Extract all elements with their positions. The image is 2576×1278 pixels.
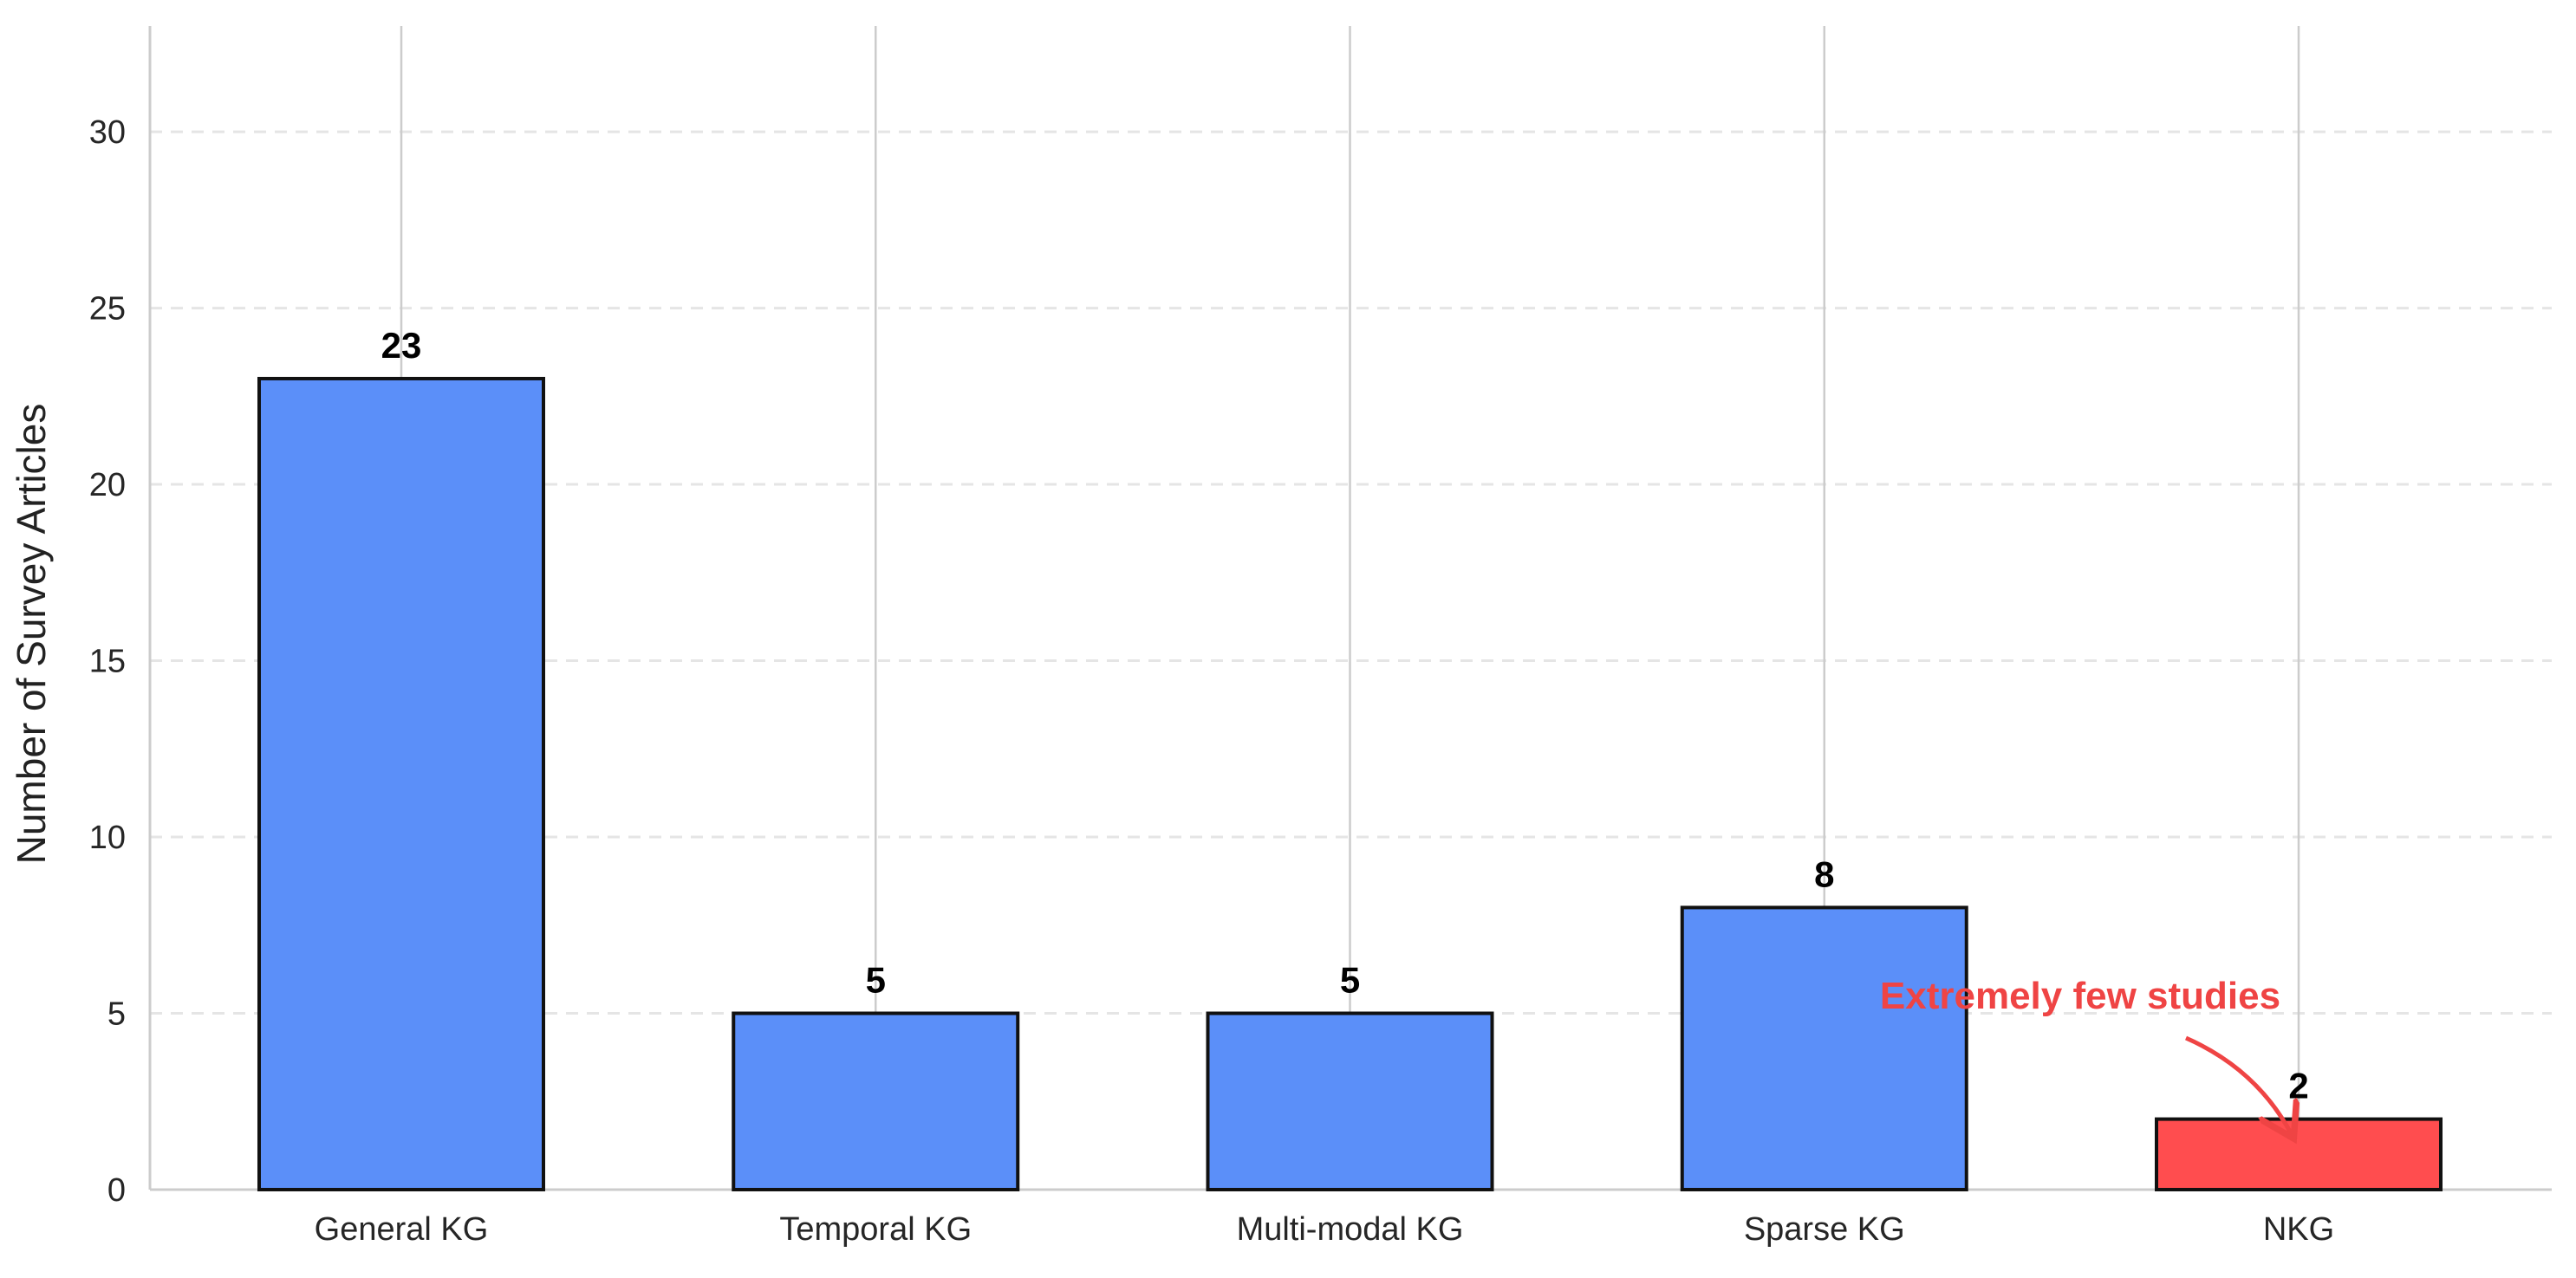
data-label: 2 (2288, 1066, 2308, 1106)
x-tick-label: General KG (315, 1211, 489, 1248)
y-tick-label: 0 (107, 1172, 126, 1209)
annotation-layer: Extremely few studies (1880, 975, 2292, 1135)
data-label: 5 (866, 960, 886, 1001)
y-tick-label: 30 (89, 114, 126, 151)
annotation-arrow (2184, 1035, 2292, 1135)
bar-multi-modal-kg (1206, 1011, 1494, 1191)
y-tick-label: 20 (89, 467, 126, 503)
x-tick-label: Temporal KG (779, 1211, 972, 1248)
bar-general-kg (257, 376, 545, 1191)
x-tick-label: Multi-modal KG (1237, 1211, 1464, 1248)
data-label: 8 (1814, 853, 1834, 894)
y-axis-label: Number of Survey Articles (9, 404, 54, 865)
x-tick-label: Sparse KG (1744, 1211, 1905, 1248)
labels-layer: 23 5 5 8 2 (381, 325, 2309, 1106)
bars-layer (257, 376, 2443, 1192)
x-tick-label: NKG (2263, 1211, 2334, 1248)
bar-temporal-kg (732, 1011, 1020, 1191)
y-tick-label: 10 (89, 820, 126, 856)
bar-sparse-kg (1680, 905, 1968, 1191)
y-tick-label: 25 (89, 291, 126, 328)
annotation-text: Extremely few studies (1880, 975, 2280, 1017)
y-tick-label: 15 (89, 644, 126, 680)
bar-nkg (2155, 1117, 2443, 1192)
y-tick-label: 5 (107, 996, 126, 1033)
data-label: 23 (381, 325, 422, 366)
data-label: 5 (1340, 960, 1360, 1001)
